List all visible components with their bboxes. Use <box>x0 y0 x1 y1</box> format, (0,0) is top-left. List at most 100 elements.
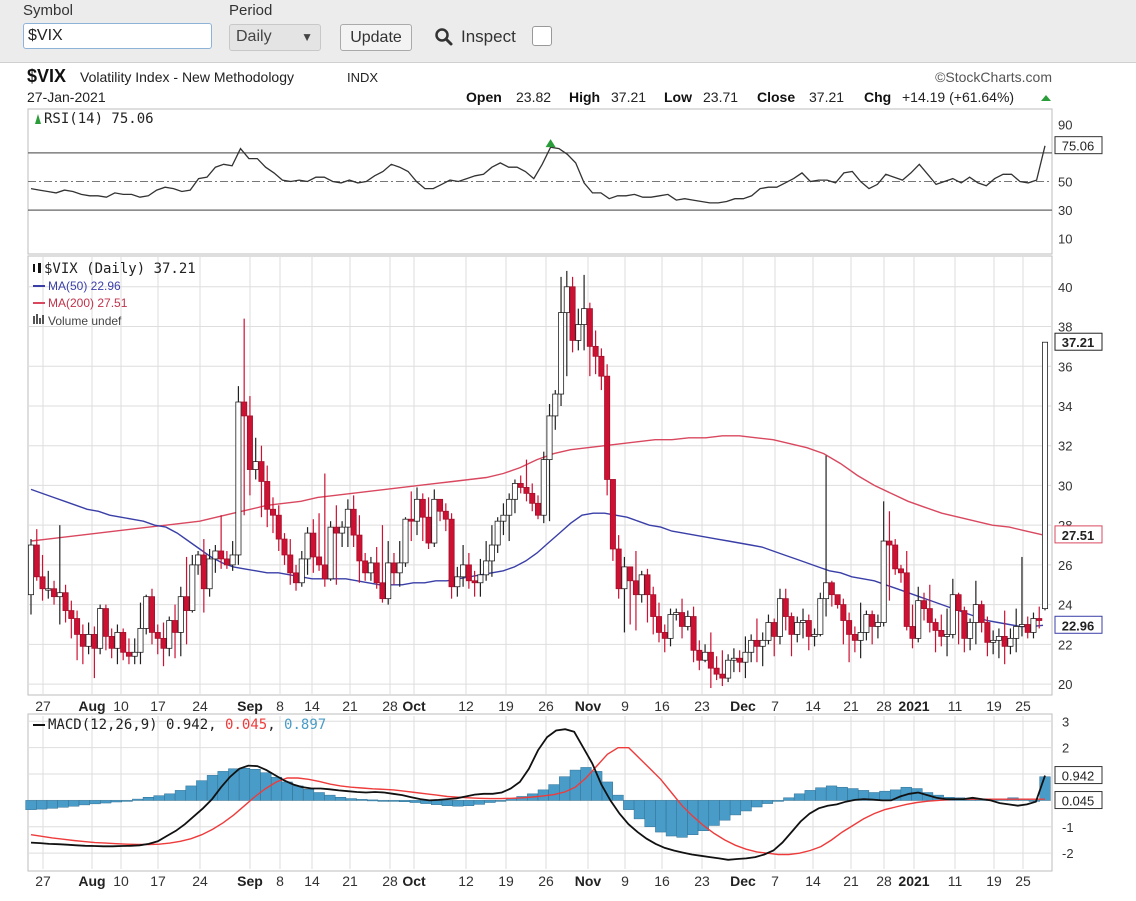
symbol-input[interactable] <box>23 23 212 49</box>
price-candle <box>892 539 899 575</box>
price-candle <box>1001 610 1008 665</box>
candle-body <box>483 560 490 576</box>
price-candle <box>293 564 300 591</box>
price-candle <box>621 556 628 633</box>
price-candle <box>27 539 34 615</box>
candle-body <box>759 639 766 647</box>
price-candle <box>408 491 415 542</box>
update-button[interactable]: Update <box>340 24 412 51</box>
candle-body <box>690 616 697 651</box>
candle-body <box>1001 635 1008 647</box>
x-tick-label: 17 <box>150 873 166 889</box>
price-candle <box>921 592 928 621</box>
period-label: Period <box>229 2 273 19</box>
price-candle <box>33 529 40 581</box>
candle-body <box>846 620 853 635</box>
macd-histogram-bar <box>164 793 176 801</box>
candle-body <box>269 508 276 516</box>
inspect-checkbox[interactable] <box>532 26 552 46</box>
triangle-icon <box>35 114 41 124</box>
price-candle <box>373 547 380 589</box>
price-candle <box>800 608 807 639</box>
x-tick-label: 14 <box>805 698 821 714</box>
candle-body <box>177 596 184 633</box>
candle-body <box>615 548 622 590</box>
candle-icon-bar <box>38 263 41 273</box>
chg-label: Chg <box>864 89 891 105</box>
candle-body <box>800 620 807 623</box>
candle-body <box>102 608 109 637</box>
price-candle <box>143 594 150 635</box>
price-candle <box>517 475 524 494</box>
price-candle <box>45 570 52 599</box>
candle-body <box>1013 626 1020 639</box>
macd-histogram-bar <box>206 775 219 801</box>
candle-body <box>552 393 559 417</box>
candle-body <box>402 518 409 564</box>
rsi-value-box <box>1054 136 1103 155</box>
ma200-line <box>30 435 1044 542</box>
signal-legend-value: 0.045 <box>225 717 267 733</box>
candle-body <box>200 554 207 590</box>
candle-body <box>655 616 662 633</box>
x-tick-label: Sep <box>237 698 263 714</box>
price-candle <box>229 541 236 571</box>
candle-body <box>765 622 772 641</box>
candle-body <box>62 592 69 611</box>
candle-body <box>408 518 415 522</box>
candle-body <box>339 526 346 534</box>
x-tick-label: 8 <box>276 698 284 714</box>
candle-body <box>828 582 835 596</box>
rsi-legend-text: RSI(14) 75.06 <box>44 111 154 127</box>
search-icon[interactable] <box>434 27 454 47</box>
candle-body <box>327 526 334 580</box>
price-candle <box>437 498 444 522</box>
price-candle <box>563 270 570 377</box>
price-candle <box>385 541 392 605</box>
price-candle <box>558 276 565 406</box>
volume-legend: Volume undef <box>48 314 122 328</box>
price-candle <box>275 505 282 551</box>
price-candle <box>114 624 121 665</box>
price-candle <box>690 606 697 663</box>
macd-histogram-bar <box>655 800 667 833</box>
price-tick-label: 22 <box>1058 637 1072 652</box>
candle-body <box>1024 624 1031 633</box>
price-candle <box>604 364 611 496</box>
candle-body <box>753 639 760 647</box>
candle-body <box>264 481 271 510</box>
price-candle <box>304 527 311 575</box>
candle-body <box>246 415 253 470</box>
candle-body <box>892 544 899 570</box>
candle-body <box>897 568 904 574</box>
x-tick-label: 23 <box>694 873 710 889</box>
candle-body <box>500 514 507 522</box>
period-select[interactable]: Daily ▼ <box>229 24 321 51</box>
price-candle <box>961 606 968 653</box>
macd-histogram-bar <box>687 800 699 835</box>
candle-body <box>160 637 167 649</box>
candle-body <box>131 651 138 657</box>
candle-body <box>350 508 357 536</box>
x-tick-label: Oct <box>402 873 426 889</box>
candle-body <box>125 651 132 657</box>
price-candle <box>874 614 881 639</box>
price-candle <box>506 493 513 542</box>
rsi-legend: RSI(14) 75.06 <box>35 111 154 127</box>
candle-body <box>955 594 962 611</box>
price-candle <box>246 396 253 496</box>
macd-histogram-bar <box>398 800 411 802</box>
price-candle <box>776 588 783 645</box>
macd-histogram-bar <box>281 781 293 801</box>
macd-histogram-bar <box>836 786 848 801</box>
price-candle <box>79 624 86 665</box>
signal-value-box <box>1054 791 1103 810</box>
x-tick-label: 9 <box>621 698 629 714</box>
price-candle <box>909 604 916 649</box>
price-candle <box>333 505 340 585</box>
candle-body <box>45 588 52 591</box>
price-candle <box>316 513 323 571</box>
candle-body <box>725 659 732 679</box>
price-candle <box>650 586 657 635</box>
